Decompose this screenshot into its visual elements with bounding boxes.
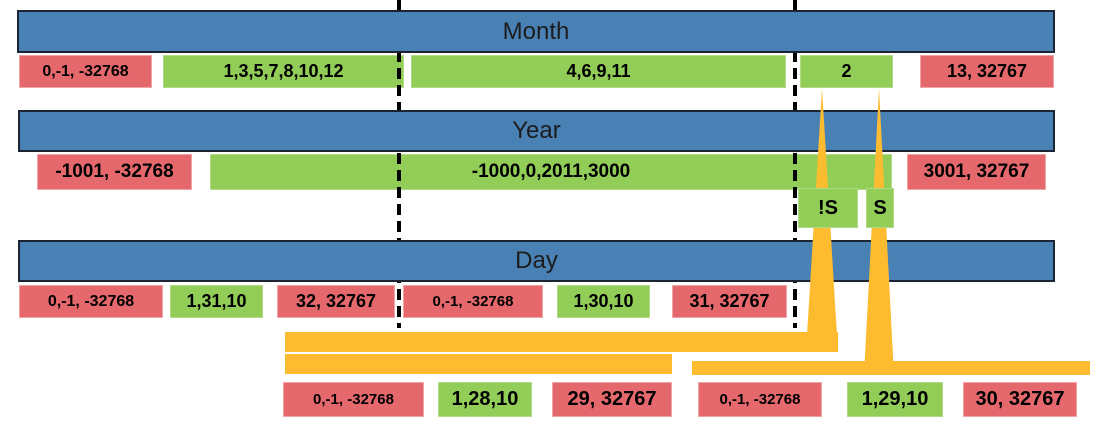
- month-partition-invalid-high: 13, 32767: [920, 55, 1054, 88]
- day-partition-valid-31: 1,31,10: [170, 285, 263, 318]
- day-partition-valid-30: 1,30,10: [557, 285, 650, 318]
- day-partition-invalid-low-31: 0,-1, -32768: [19, 285, 163, 318]
- funnel-partition-bar-nonleap: [285, 354, 672, 374]
- condition-not-leap-year: !S: [798, 188, 858, 228]
- dashed-separator-left: [397, 0, 401, 328]
- funnel-partition-bar-leap: [692, 361, 1090, 375]
- year-partition-valid: -1000,0,2011,3000: [210, 154, 892, 190]
- month-bar-title: Month: [502, 17, 570, 45]
- condition-leap-year: S: [866, 188, 894, 228]
- month-partition-31day-months: 1,3,5,7,8,10,12: [163, 55, 404, 88]
- day-partition-invalid-high-31: 32, 32767: [277, 285, 395, 318]
- month-partition-30day-months: 4,6,9,11: [411, 55, 786, 88]
- month-bar: Month: [17, 10, 1055, 53]
- day-partition-invalid-high-30: 31, 32767: [672, 285, 787, 318]
- dashed-separator-right: [793, 0, 797, 328]
- month-partition-invalid-low: 0,-1, -32768: [19, 55, 152, 88]
- day-partition-invalid-low-30: 0,-1, -32768: [403, 285, 543, 318]
- year-partition-invalid-high: 3001, 32767: [907, 154, 1046, 190]
- feb-nonleap-partition-invalid-high: 29, 32767: [552, 382, 672, 417]
- day-bar-title: Day: [515, 247, 558, 274]
- year-partition-invalid-low: -1001, -32768: [37, 154, 192, 190]
- feb-leap-partition-invalid-high: 30, 32767: [963, 382, 1077, 417]
- funnel-connector-bar-nonleap: [285, 332, 838, 352]
- day-bar: Day: [18, 240, 1055, 282]
- month-partition-february: 2: [800, 55, 893, 88]
- year-bar: Year: [18, 110, 1055, 152]
- feb-nonleap-partition-invalid-low: 0,-1, -32768: [283, 382, 424, 417]
- feb-leap-partition-valid: 1,29,10: [847, 382, 943, 417]
- year-bar-title: Year: [512, 117, 561, 144]
- feb-nonleap-partition-valid: 1,28,10: [438, 382, 532, 417]
- feb-leap-partition-invalid-low: 0,-1, -32768: [698, 382, 822, 417]
